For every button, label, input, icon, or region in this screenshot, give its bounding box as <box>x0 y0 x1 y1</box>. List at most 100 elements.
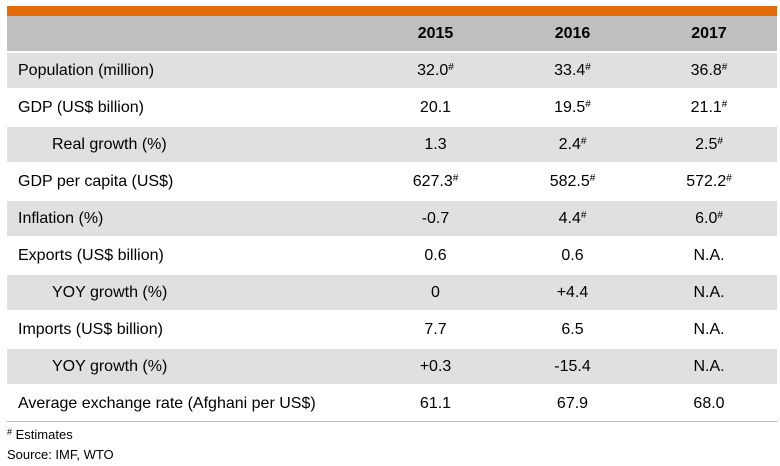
value-cell: 627.3# <box>367 162 504 200</box>
value-cell: +0.3 <box>367 347 504 385</box>
value-cell: N.A. <box>641 273 777 311</box>
value-cell: 2.5# <box>641 125 777 163</box>
value-cell: +4.4 <box>504 273 641 311</box>
value-cell: 0.6 <box>504 236 641 274</box>
value-cell: 0 <box>367 273 504 311</box>
estimate-mark: # <box>717 135 723 147</box>
value-text: -0.7 <box>421 209 450 227</box>
table-body: Population (million) 32.0# 33.4# 36.8# GDP (… <box>7 51 777 422</box>
value-text: 1.3 <box>424 135 447 153</box>
value-text: 36.8 <box>690 61 722 79</box>
value-cell: 67.9 <box>504 384 641 422</box>
value-text: 61.1 <box>419 394 452 412</box>
value-cell: 7.7 <box>367 310 504 348</box>
row-label: Inflation (%) <box>7 199 367 237</box>
table-row: Exports (US$ billion) 0.6 0.6 N.A. <box>7 236 777 274</box>
table-row: Population (million) 32.0# 33.4# 36.8# <box>7 51 777 89</box>
value-text: N.A. <box>693 246 725 264</box>
value-cell: 19.5# <box>504 88 641 126</box>
estimate-mark: # <box>448 61 454 73</box>
value-text: 582.5 <box>549 172 590 190</box>
table-row: Average exchange rate (Afghani per US$) 6… <box>7 384 777 422</box>
value-text: 32.0 <box>417 61 449 79</box>
table-row: GDP per capita (US$) 627.3# 582.5# 572.2# <box>7 162 777 200</box>
value-cell: -15.4 <box>504 347 641 385</box>
value-cell: 582.5# <box>504 162 641 200</box>
value-text: 2.4 <box>558 135 581 153</box>
row-label: Imports (US$ billion) <box>7 310 367 348</box>
value-text: 6.5 <box>561 320 584 338</box>
estimate-mark: # <box>721 61 728 73</box>
value-cell: N.A. <box>641 310 777 348</box>
estimate-mark: # <box>585 61 591 73</box>
value-text: 0 <box>431 283 440 301</box>
row-label: YOY growth (%) <box>7 347 367 385</box>
header-year-2015: 2015 <box>367 16 504 52</box>
value-cell: 33.4# <box>504 51 641 89</box>
estimate-mark: # <box>585 98 591 110</box>
value-text: 68.0 <box>693 394 725 412</box>
value-cell: 32.0# <box>367 51 504 89</box>
value-text: -15.4 <box>554 357 591 375</box>
value-text: N.A. <box>693 320 725 338</box>
value-cell: 6.0# <box>641 199 777 237</box>
value-text: N.A. <box>693 283 725 301</box>
value-cell: 6.5 <box>504 310 641 348</box>
table-notes: # Estimates Source: IMF, WTO <box>7 425 114 465</box>
header-year-2017: 2017 <box>641 16 777 52</box>
estimate-mark: # <box>726 172 732 184</box>
header-label-cell <box>7 16 367 52</box>
value-text: 20.1 <box>419 98 452 116</box>
value-cell: 20.1 <box>367 88 504 126</box>
row-label: Exports (US$ billion) <box>7 236 367 274</box>
accent-bar <box>7 6 777 16</box>
estimate-mark: # <box>580 209 587 221</box>
value-cell: 0.6 <box>367 236 504 274</box>
estimates-note: # Estimates <box>7 425 114 445</box>
row-label: YOY growth (%) <box>7 273 367 311</box>
value-text: 6.0 <box>695 209 718 227</box>
value-cell: 61.1 <box>367 384 504 422</box>
value-text: +0.3 <box>419 357 452 375</box>
value-text: 33.4 <box>554 61 586 79</box>
value-text: 572.2 <box>686 172 727 190</box>
table-row: Inflation (%) -0.7 4.4# 6.0# <box>7 199 777 237</box>
value-text: +4.4 <box>556 283 589 301</box>
value-text: 0.6 <box>424 246 447 264</box>
value-text: 627.3 <box>412 172 453 190</box>
value-text: 0.6 <box>561 246 584 264</box>
estimate-mark: # <box>717 209 723 221</box>
value-cell: 1.3 <box>367 125 504 163</box>
row-label: GDP per capita (US$) <box>7 162 367 200</box>
value-cell: 572.2# <box>641 162 777 200</box>
header-year-2016: 2016 <box>504 16 641 52</box>
row-label: Real growth (%) <box>7 125 367 163</box>
table-row: Real growth (%) 1.3 2.4# 2.5# <box>7 125 777 163</box>
estimate-mark: # <box>721 98 728 110</box>
value-cell: 21.1# <box>641 88 777 126</box>
estimate-mark: # <box>452 172 459 184</box>
source-note: Source: IMF, WTO <box>7 447 114 462</box>
table-row: YOY growth (%) +0.3 -15.4 N.A. <box>7 347 777 385</box>
value-cell: 2.4# <box>504 125 641 163</box>
row-label: Population (million) <box>7 51 367 89</box>
economic-indicators-table: 2015 2016 2017 Population (million) 32.0#… <box>7 16 777 422</box>
value-cell: -0.7 <box>367 199 504 237</box>
value-text: 21.1 <box>690 98 722 116</box>
value-text: 4.4 <box>558 209 581 227</box>
value-cell: 68.0 <box>641 384 777 422</box>
estimate-mark: # <box>580 135 587 147</box>
estimate-mark: # <box>7 427 13 437</box>
value-text: 2.5 <box>695 135 718 153</box>
value-text: N.A. <box>693 357 725 375</box>
value-cell: N.A. <box>641 236 777 274</box>
estimates-text: Estimates <box>12 427 73 442</box>
value-text: 19.5 <box>554 98 586 116</box>
value-text: 67.9 <box>556 394 589 412</box>
table-row: YOY growth (%) 0 +4.4 N.A. <box>7 273 777 311</box>
header-row: 2015 2016 2017 <box>7 16 777 52</box>
value-cell: 4.4# <box>504 199 641 237</box>
value-cell: N.A. <box>641 347 777 385</box>
value-cell: 36.8# <box>641 51 777 89</box>
